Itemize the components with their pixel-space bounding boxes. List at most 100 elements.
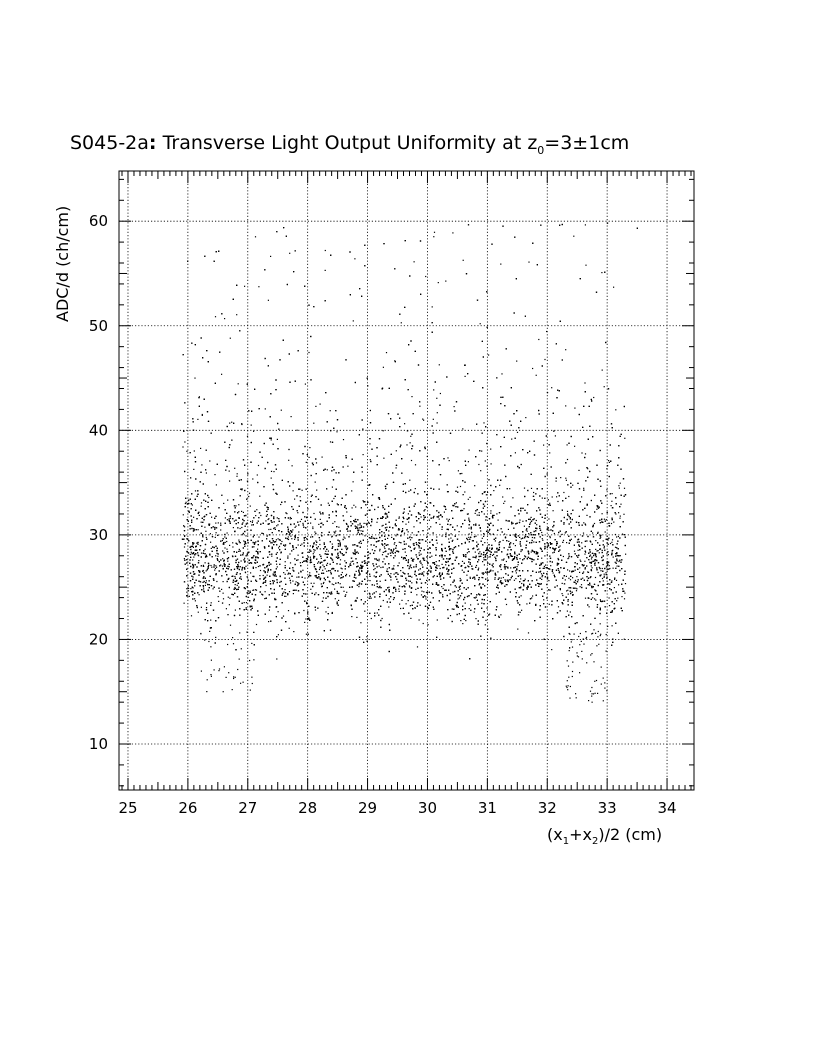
data-point: [490, 463, 492, 465]
data-point: [232, 546, 234, 548]
data-point: [585, 524, 587, 526]
data-point: [411, 576, 413, 578]
data-point: [276, 566, 278, 568]
data-point: [296, 576, 298, 578]
data-point: [603, 386, 605, 388]
data-point: [258, 536, 260, 538]
data-point: [436, 412, 438, 414]
data-point: [616, 572, 618, 574]
data-point: [419, 604, 421, 606]
data-point: [198, 594, 200, 596]
data-point: [557, 557, 559, 560]
data-point: [419, 513, 421, 515]
data-point: [587, 571, 590, 573]
data-point: [209, 554, 211, 556]
data-point: [369, 459, 371, 461]
data-point: [409, 537, 411, 539]
data-point: [374, 567, 376, 570]
data-point: [259, 575, 261, 577]
data-point: [404, 551, 406, 553]
data-point: [226, 519, 228, 521]
data-point: [506, 579, 508, 581]
data-point: [447, 457, 449, 459]
data-point: [457, 470, 459, 472]
data-point: [448, 538, 450, 540]
data-point: [416, 646, 419, 648]
data-point: [229, 624, 232, 626]
data-point: [481, 450, 483, 452]
data-point: [546, 330, 548, 333]
data-point: [337, 552, 339, 554]
data-point: [453, 406, 455, 408]
data-point: [334, 521, 336, 523]
data-point: [602, 540, 604, 542]
data-point: [573, 235, 575, 237]
data-point: [256, 556, 258, 558]
data-point: [548, 580, 550, 582]
data-point: [518, 611, 520, 613]
data-point: [562, 594, 564, 597]
data-point: [262, 574, 264, 577]
data-point: [517, 628, 519, 630]
data-point: [227, 560, 229, 562]
data-point: [519, 611, 521, 613]
data-point: [615, 579, 618, 581]
data-point: [390, 579, 392, 581]
data-point: [505, 560, 507, 563]
data-point: [364, 610, 366, 612]
data-point: [290, 535, 292, 537]
data-point: [517, 564, 519, 566]
data-point: [576, 588, 578, 590]
data-point: [504, 567, 506, 569]
data-point: [242, 511, 244, 513]
data-point: [388, 586, 390, 588]
data-point: [564, 579, 566, 581]
data-point: [322, 597, 324, 599]
data-point: [581, 496, 583, 498]
data-point: [285, 595, 287, 597]
data-point: [234, 586, 236, 589]
data-point: [368, 592, 370, 594]
data-point: [352, 320, 354, 322]
data-point: [587, 468, 589, 470]
data-point: [572, 577, 574, 579]
data-point: [322, 582, 324, 585]
data-point: [314, 481, 316, 483]
data-point: [400, 607, 402, 610]
data-point: [384, 512, 387, 514]
data-point: [461, 472, 463, 475]
data-point: [611, 541, 613, 543]
data-point: [520, 595, 522, 597]
data-point: [409, 536, 411, 538]
data-point: [400, 570, 402, 572]
data-point: [505, 603, 508, 606]
data-point: [346, 548, 348, 550]
data-point: [304, 536, 307, 538]
data-point: [468, 449, 470, 451]
data-point: [519, 558, 521, 560]
data-point: [226, 532, 228, 534]
data-point: [570, 538, 572, 540]
data-point: [581, 542, 583, 544]
data-point: [262, 533, 264, 535]
data-point: [247, 582, 249, 585]
data-point: [573, 587, 576, 589]
data-point: [603, 575, 605, 577]
data-point: [466, 552, 468, 554]
data-point: [233, 520, 235, 522]
data-point: [202, 536, 204, 538]
data-point: [621, 596, 623, 598]
data-point: [464, 491, 466, 493]
data-point: [584, 453, 587, 455]
data-point: [338, 526, 340, 528]
data-point: [563, 491, 565, 494]
data-point: [520, 538, 522, 540]
data-point: [574, 569, 576, 571]
data-point: [558, 569, 560, 571]
data-point: [327, 606, 329, 608]
data-point: [387, 571, 389, 573]
data-point: [242, 522, 244, 524]
data-point: [600, 536, 602, 538]
data-point: [254, 236, 257, 238]
data-point: [493, 514, 495, 516]
